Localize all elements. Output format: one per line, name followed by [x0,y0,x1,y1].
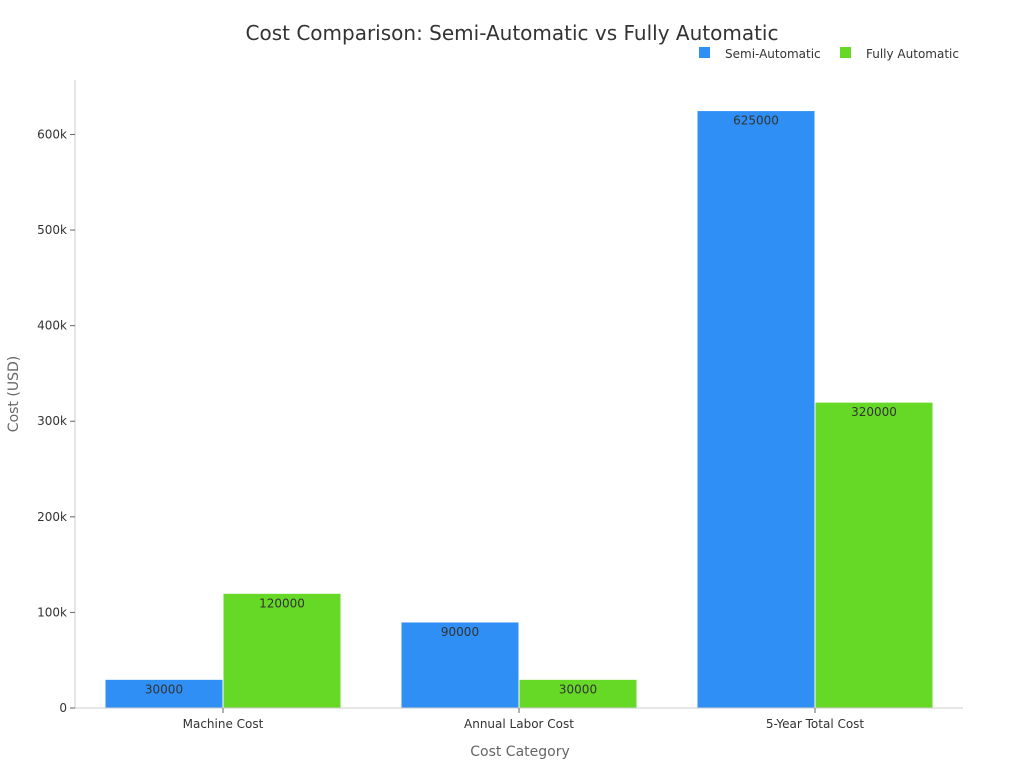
legend-swatch-fully-automatic [840,47,851,58]
legend-swatch-semi-automatic [699,47,710,58]
data-label-fully-automatic-machine-cost: 120000 [259,596,305,610]
data-label-fully-automatic-annual-labor-cost: 30000 [559,682,597,696]
x-axis-title: Cost Category [470,744,570,760]
legend: Semi-Automatic Fully Automatic [699,47,959,61]
y-tick-label: 200k [37,510,67,524]
y-tick-label: 500k [37,223,67,237]
data-label-semi-automatic-annual-labor-cost: 90000 [441,625,479,639]
y-tick-label: 600k [37,127,67,141]
x-tick-label: Machine Cost [183,717,264,731]
bar-labels: 30000 120000 90000 30000 625000 320000 [145,114,897,697]
y-tick-label: 100k [37,605,67,619]
data-label-fully-automatic-5-year-total-cost: 320000 [851,405,897,419]
legend-label-semi-automatic: Semi-Automatic [725,47,821,61]
legend-label-fully-automatic: Fully Automatic [866,47,959,61]
x-tick-label: 5-Year Total Cost [766,717,865,731]
data-label-semi-automatic-5-year-total-cost: 625000 [733,114,779,128]
bar-fully-automatic-5-year-total-cost [814,401,934,709]
y-tick-label: 300k [37,414,67,428]
y-axis-title: Cost (USD) [6,356,22,432]
bars [104,110,934,709]
x-tick-label: Annual Labor Cost [464,717,574,731]
bar-fully-automatic-annual-labor-cost [518,678,638,709]
bar-semi-automatic-machine-cost [104,678,224,709]
data-label-semi-automatic-machine-cost: 30000 [145,682,183,696]
y-tick-label: 400k [37,319,67,333]
y-tick-label: 0 [59,701,67,715]
bar-semi-automatic-5-year-total-cost [696,110,816,709]
bar-semi-automatic-annual-labor-cost [400,621,520,709]
bar-fully-automatic-machine-cost [222,592,342,709]
chart-title: Cost Comparison: Semi-Automatic vs Fully… [246,21,779,45]
y-ticks: 0 100k 200k 300k 400k 500k 600k [37,127,75,715]
x-ticks: Machine Cost Annual Labor Cost 5-Year Tota… [183,708,865,731]
